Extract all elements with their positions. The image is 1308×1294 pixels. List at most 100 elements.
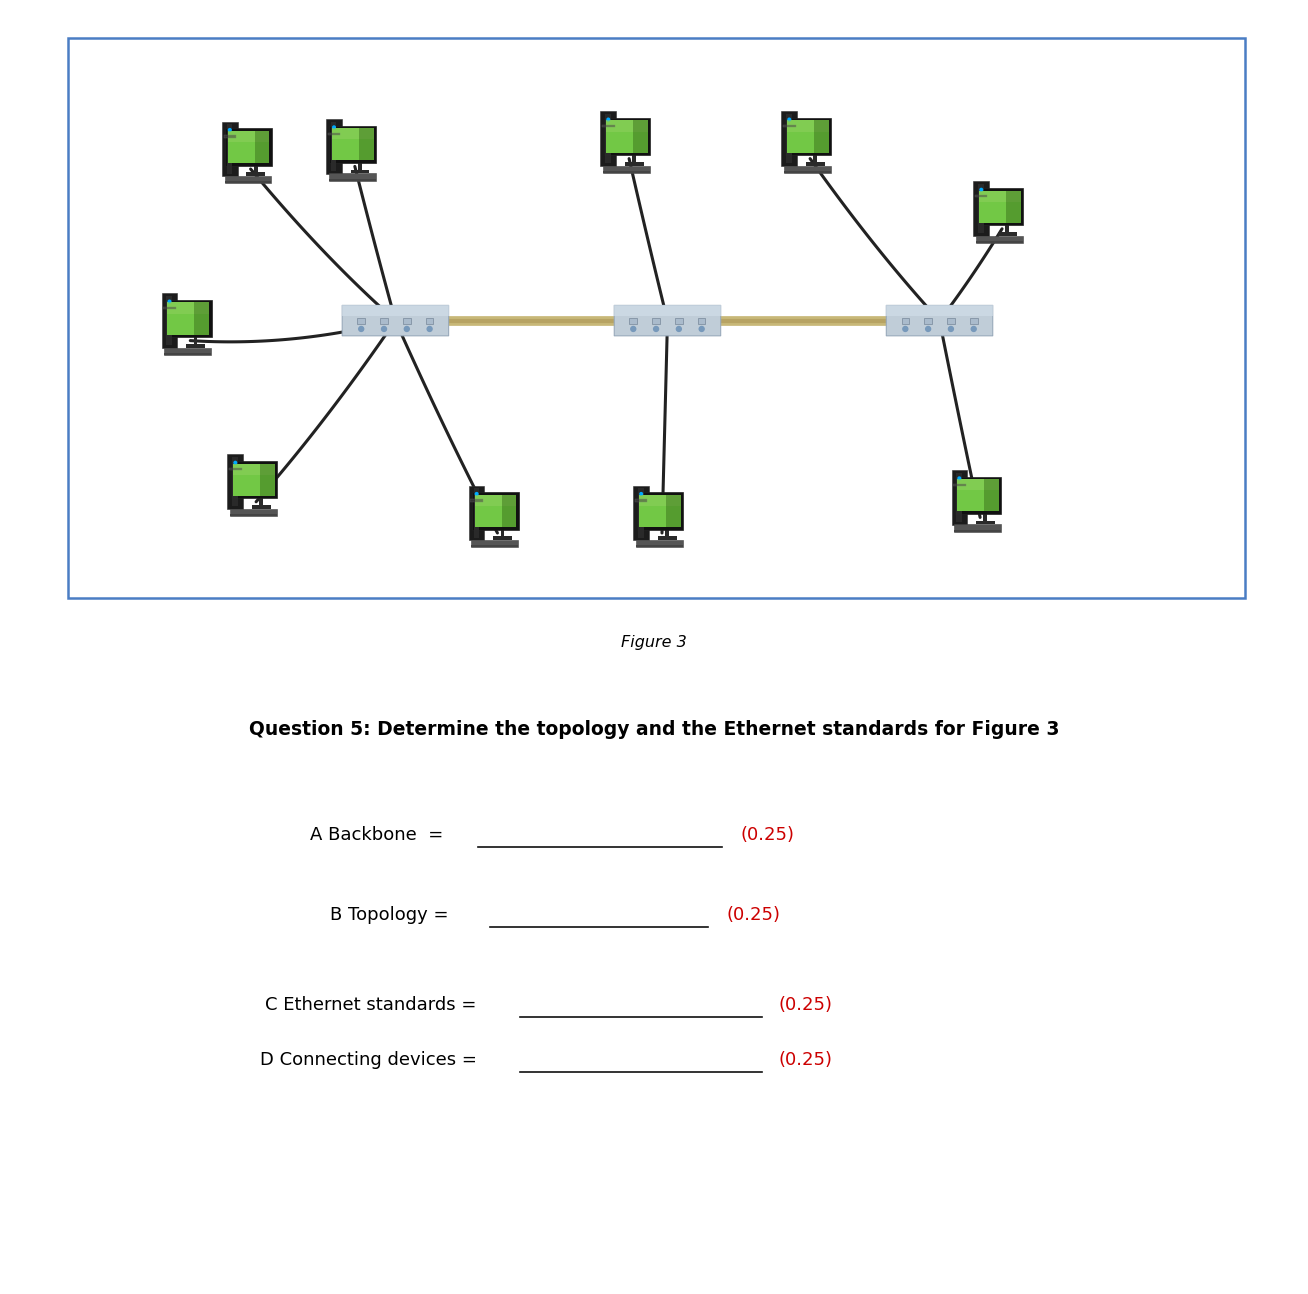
Circle shape — [358, 326, 364, 331]
FancyBboxPatch shape — [973, 181, 989, 236]
Circle shape — [630, 326, 636, 331]
FancyBboxPatch shape — [636, 540, 683, 547]
FancyBboxPatch shape — [815, 120, 829, 153]
FancyBboxPatch shape — [947, 317, 955, 324]
FancyBboxPatch shape — [351, 170, 369, 173]
FancyBboxPatch shape — [603, 166, 650, 173]
FancyBboxPatch shape — [806, 162, 824, 166]
FancyBboxPatch shape — [901, 317, 909, 324]
FancyBboxPatch shape — [781, 111, 797, 166]
FancyBboxPatch shape — [637, 492, 683, 529]
Circle shape — [654, 326, 658, 331]
FancyBboxPatch shape — [228, 131, 269, 142]
FancyBboxPatch shape — [785, 118, 832, 155]
FancyBboxPatch shape — [471, 545, 518, 547]
Circle shape — [787, 118, 790, 120]
Circle shape — [169, 300, 171, 303]
FancyBboxPatch shape — [226, 124, 232, 173]
FancyBboxPatch shape — [633, 485, 649, 541]
FancyBboxPatch shape — [606, 114, 611, 163]
FancyBboxPatch shape — [228, 454, 243, 509]
Circle shape — [428, 326, 432, 331]
FancyBboxPatch shape — [501, 494, 517, 527]
FancyBboxPatch shape — [254, 164, 258, 173]
FancyBboxPatch shape — [328, 133, 340, 135]
FancyBboxPatch shape — [640, 494, 680, 506]
FancyBboxPatch shape — [955, 476, 1002, 514]
Circle shape — [926, 326, 930, 331]
FancyBboxPatch shape — [1006, 190, 1020, 223]
FancyBboxPatch shape — [984, 512, 988, 523]
FancyBboxPatch shape — [328, 179, 375, 181]
Circle shape — [903, 326, 908, 331]
FancyBboxPatch shape — [675, 317, 683, 324]
FancyBboxPatch shape — [358, 162, 362, 171]
FancyBboxPatch shape — [332, 128, 374, 160]
FancyBboxPatch shape — [971, 317, 977, 324]
FancyBboxPatch shape — [629, 317, 637, 324]
Circle shape — [640, 493, 642, 496]
Text: (0.25): (0.25) — [778, 996, 832, 1014]
FancyBboxPatch shape — [194, 336, 198, 345]
FancyBboxPatch shape — [167, 303, 209, 335]
Text: D Connecting devices =: D Connecting devices = — [260, 1051, 483, 1069]
Text: (0.25): (0.25) — [778, 1051, 832, 1069]
FancyBboxPatch shape — [787, 120, 829, 153]
FancyBboxPatch shape — [233, 457, 238, 506]
FancyBboxPatch shape — [222, 122, 238, 176]
FancyBboxPatch shape — [603, 118, 650, 155]
FancyBboxPatch shape — [957, 479, 999, 511]
FancyBboxPatch shape — [471, 499, 483, 502]
FancyBboxPatch shape — [980, 190, 1020, 202]
FancyBboxPatch shape — [783, 166, 831, 173]
FancyBboxPatch shape — [468, 485, 484, 541]
FancyBboxPatch shape — [471, 540, 518, 547]
FancyBboxPatch shape — [633, 120, 647, 153]
FancyBboxPatch shape — [167, 303, 209, 313]
FancyBboxPatch shape — [381, 317, 387, 324]
FancyBboxPatch shape — [165, 348, 211, 355]
FancyBboxPatch shape — [951, 470, 967, 524]
Circle shape — [676, 326, 681, 331]
FancyBboxPatch shape — [976, 520, 994, 524]
FancyBboxPatch shape — [230, 461, 277, 498]
Text: (0.25): (0.25) — [740, 826, 794, 844]
Text: Figure 3: Figure 3 — [621, 635, 687, 650]
FancyBboxPatch shape — [976, 236, 1023, 243]
FancyBboxPatch shape — [636, 545, 683, 547]
FancyBboxPatch shape — [615, 305, 721, 336]
FancyBboxPatch shape — [246, 172, 266, 176]
FancyBboxPatch shape — [1006, 224, 1008, 234]
FancyBboxPatch shape — [887, 305, 993, 316]
FancyBboxPatch shape — [658, 537, 676, 540]
FancyBboxPatch shape — [233, 463, 275, 496]
FancyBboxPatch shape — [225, 181, 272, 184]
FancyBboxPatch shape — [228, 131, 269, 163]
FancyBboxPatch shape — [666, 494, 680, 527]
FancyBboxPatch shape — [326, 119, 341, 173]
FancyBboxPatch shape — [976, 241, 1023, 243]
FancyBboxPatch shape — [980, 190, 1020, 223]
FancyBboxPatch shape — [260, 463, 275, 496]
FancyBboxPatch shape — [475, 494, 517, 506]
Circle shape — [234, 462, 237, 465]
FancyBboxPatch shape — [954, 524, 1001, 532]
Circle shape — [475, 493, 477, 496]
FancyBboxPatch shape — [783, 171, 831, 173]
FancyBboxPatch shape — [343, 305, 449, 316]
FancyBboxPatch shape — [985, 479, 999, 511]
Circle shape — [404, 326, 409, 331]
FancyBboxPatch shape — [638, 488, 644, 537]
FancyBboxPatch shape — [814, 154, 818, 163]
FancyBboxPatch shape — [328, 173, 375, 181]
FancyBboxPatch shape — [164, 307, 175, 309]
FancyBboxPatch shape — [786, 114, 791, 163]
Text: (0.25): (0.25) — [726, 906, 780, 924]
FancyBboxPatch shape — [475, 494, 517, 527]
Circle shape — [332, 126, 335, 128]
FancyBboxPatch shape — [653, 317, 659, 324]
Circle shape — [972, 326, 976, 331]
Circle shape — [229, 128, 232, 131]
FancyBboxPatch shape — [640, 494, 680, 527]
Circle shape — [948, 326, 954, 331]
